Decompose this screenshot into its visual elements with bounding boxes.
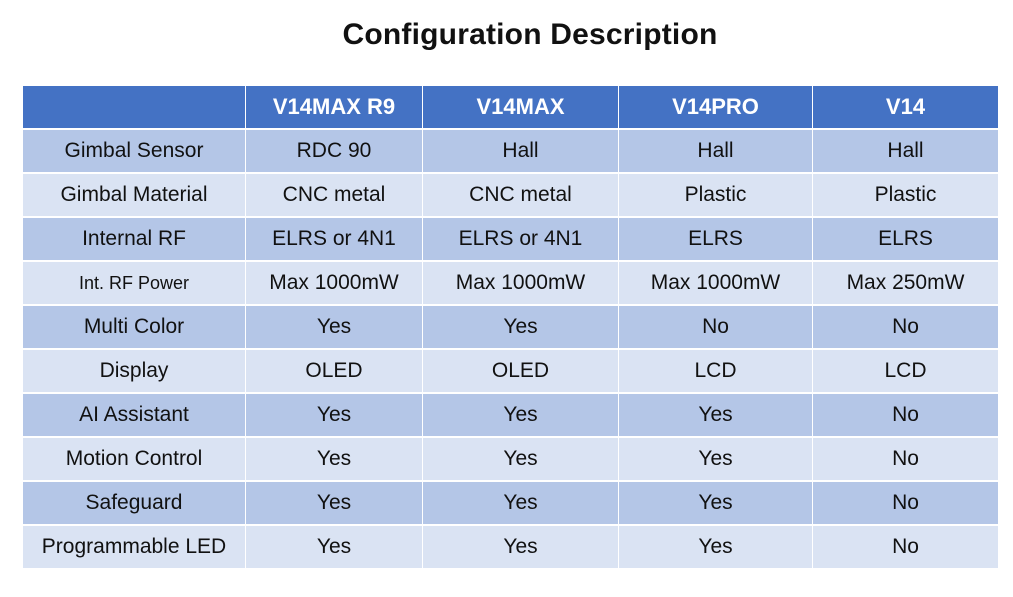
table-cell: Plastic [812, 173, 999, 218]
table-cell: Yes [618, 437, 813, 482]
table-cell: ELRS or 4N1 [422, 217, 619, 262]
table-cell: Yes [422, 525, 619, 570]
row-label: Gimbal Material [22, 173, 246, 218]
row-label: Display [22, 349, 246, 394]
table-cell: No [812, 481, 999, 526]
table-row: Multi Color Yes Yes No No [22, 305, 999, 350]
row-label: Gimbal Sensor [22, 129, 246, 174]
table-cell: RDC 90 [245, 129, 423, 174]
table-row: Safeguard Yes Yes Yes No [22, 481, 999, 526]
table-cell: No [618, 305, 813, 350]
table-row: Display OLED OLED LCD LCD [22, 349, 999, 394]
table-cell: Yes [618, 393, 813, 438]
table-cell: Yes [422, 393, 619, 438]
table-row: AI Assistant Yes Yes Yes No [22, 393, 999, 438]
header-cell-v14pro: V14PRO [618, 86, 813, 130]
table-cell: No [812, 305, 999, 350]
row-label: Internal RF [22, 217, 246, 262]
table-row: Motion Control Yes Yes Yes No [22, 437, 999, 482]
table-row: Gimbal Sensor RDC 90 Hall Hall Hall [22, 129, 999, 174]
header-cell-v14: V14 [812, 86, 999, 130]
table-cell: ELRS or 4N1 [245, 217, 423, 262]
row-label: Multi Color [22, 305, 246, 350]
table-cell: Max 1000mW [618, 261, 813, 306]
row-label: AI Assistant [22, 393, 246, 438]
table-cell: Yes [245, 305, 423, 350]
table-cell: Yes [618, 481, 813, 526]
row-label: Motion Control [22, 437, 246, 482]
page-title: Configuration Description [342, 18, 718, 51]
table-cell: Yes [618, 525, 813, 570]
table-cell: Yes [245, 393, 423, 438]
table-cell: Yes [422, 437, 619, 482]
table-cell: Yes [422, 481, 619, 526]
table-cell: OLED [245, 349, 423, 394]
row-label: Safeguard [22, 481, 246, 526]
table-cell: Hall [812, 129, 999, 174]
table-cell: Hall [422, 129, 619, 174]
table-cell: Max 250mW [812, 261, 999, 306]
table-cell: No [812, 393, 999, 438]
row-label: Programmable LED [22, 525, 246, 570]
table-cell: Plastic [618, 173, 813, 218]
table-cell: LCD [618, 349, 813, 394]
table-cell: Hall [618, 129, 813, 174]
table-cell: Yes [422, 305, 619, 350]
table-row: Programmable LED Yes Yes Yes No [22, 525, 999, 570]
table-cell: No [812, 437, 999, 482]
header-cell-v14max: V14MAX [422, 86, 619, 130]
table-cell: No [812, 525, 999, 570]
table-cell: Max 1000mW [245, 261, 423, 306]
header-cell-v14max-r9: V14MAX R9 [245, 86, 423, 130]
table-cell: OLED [422, 349, 619, 394]
header-cell-empty [22, 86, 246, 130]
configuration-table: V14MAX R9 V14MAX V14PRO V14 Gimbal Senso… [22, 86, 999, 570]
table-cell: ELRS [618, 217, 813, 262]
table-cell: Yes [245, 525, 423, 570]
table-cell: Yes [245, 481, 423, 526]
table-header-row: V14MAX R9 V14MAX V14PRO V14 [22, 86, 999, 130]
table-row: Gimbal Material CNC metal CNC metal Plas… [22, 173, 999, 218]
table-cell: CNC metal [422, 173, 619, 218]
table-row: Int. RF Power Max 1000mW Max 1000mW Max … [22, 261, 999, 306]
table-cell: ELRS [812, 217, 999, 262]
table-cell: CNC metal [245, 173, 423, 218]
table-row: Internal RF ELRS or 4N1 ELRS or 4N1 ELRS… [22, 217, 999, 262]
table-cell: Yes [245, 437, 423, 482]
table-cell: LCD [812, 349, 999, 394]
table-cell: Max 1000mW [422, 261, 619, 306]
row-label: Int. RF Power [22, 261, 246, 306]
